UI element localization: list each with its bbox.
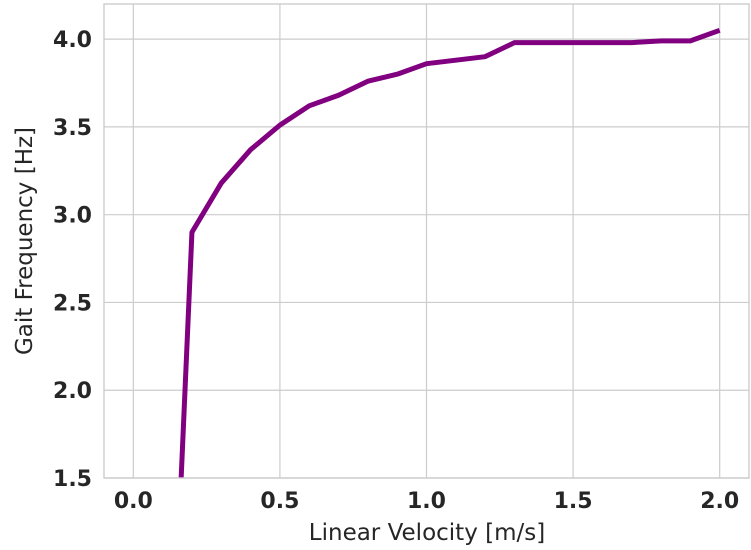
x-tick-label: 0.5 xyxy=(260,489,299,514)
y-tick-label: 3.5 xyxy=(53,116,92,141)
x-tick-label: 1.5 xyxy=(554,489,593,514)
x-axis-label: Linear Velocity [m/s] xyxy=(309,520,545,546)
y-tick-label: 4.0 xyxy=(53,28,92,53)
series-line xyxy=(178,27,721,478)
y-tick-label: 3.0 xyxy=(53,204,92,229)
x-tick-label: 2.0 xyxy=(700,489,739,514)
y-tick-labels: 1.5 2.0 2.5 3.0 3.5 4.0 xyxy=(53,28,92,492)
plot-frame xyxy=(103,3,750,479)
y-tick-label: 2.0 xyxy=(53,379,92,404)
x-tick-labels: 0.0 0.5 1.0 1.5 2.0 xyxy=(114,489,739,514)
series-layer xyxy=(178,27,721,478)
y-tick-label: 2.5 xyxy=(53,291,92,316)
grid xyxy=(104,4,749,479)
y-axis-label: Gait Frequency [Hz] xyxy=(12,127,38,355)
x-tick-label: 1.0 xyxy=(407,489,446,514)
y-tick-label: 1.5 xyxy=(53,467,92,492)
x-tick-label: 0.0 xyxy=(114,489,153,514)
